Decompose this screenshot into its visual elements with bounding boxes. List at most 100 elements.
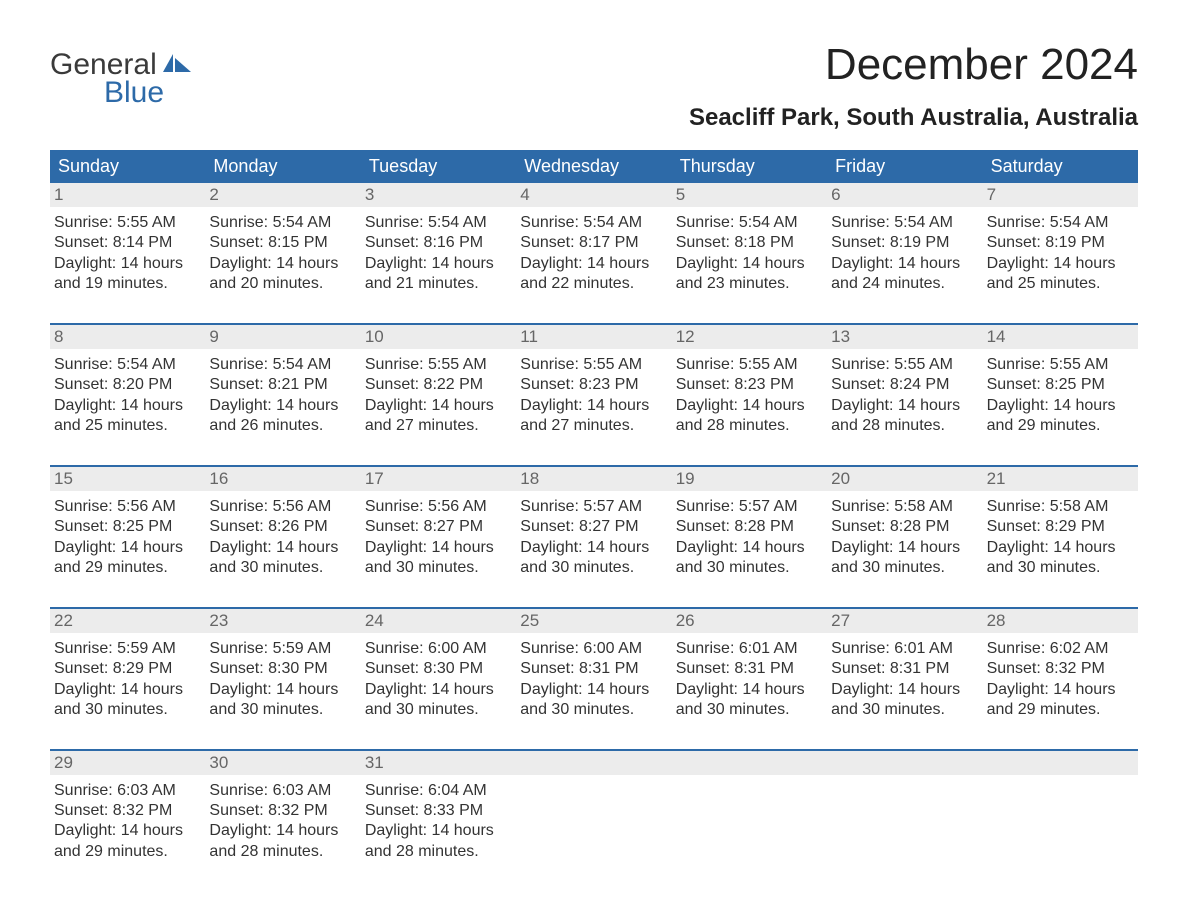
day-details: Sunrise: 6:01 AMSunset: 8:31 PMDaylight:… — [827, 633, 982, 727]
sunset-line: Sunset: 8:19 PM — [831, 233, 976, 253]
calendar-week: 22Sunrise: 5:59 AMSunset: 8:29 PMDayligh… — [50, 607, 1138, 727]
day-details: Sunrise: 5:55 AMSunset: 8:14 PMDaylight:… — [50, 207, 205, 301]
day-details: Sunrise: 5:58 AMSunset: 8:29 PMDaylight:… — [983, 491, 1138, 585]
calendar-cell: 6Sunrise: 5:54 AMSunset: 8:19 PMDaylight… — [827, 183, 982, 301]
sunset-line: Sunset: 8:16 PM — [365, 233, 510, 253]
sunset-line: Sunset: 8:31 PM — [676, 659, 821, 679]
sunrise-line: Sunrise: 6:01 AM — [676, 639, 821, 659]
day-number: 30 — [205, 751, 360, 775]
calendar-cell: 15Sunrise: 5:56 AMSunset: 8:25 PMDayligh… — [50, 467, 205, 585]
daylight-line: Daylight: 14 hours — [54, 254, 199, 274]
sunrise-line: Sunrise: 6:00 AM — [365, 639, 510, 659]
daylight-line: and 30 minutes. — [54, 700, 199, 720]
day-number: 9 — [205, 325, 360, 349]
day-number — [516, 751, 671, 775]
day-details: Sunrise: 5:54 AMSunset: 8:15 PMDaylight:… — [205, 207, 360, 301]
daylight-line: and 30 minutes. — [209, 558, 354, 578]
day-number: 5 — [672, 183, 827, 207]
day-details: Sunrise: 6:00 AMSunset: 8:31 PMDaylight:… — [516, 633, 671, 727]
sunrise-line: Sunrise: 5:54 AM — [209, 213, 354, 233]
day-details: Sunrise: 6:04 AMSunset: 8:33 PMDaylight:… — [361, 775, 516, 869]
weekday-header: Wednesday — [516, 150, 671, 183]
sunrise-line: Sunrise: 5:57 AM — [676, 497, 821, 517]
day-number: 26 — [672, 609, 827, 633]
calendar-week: 15Sunrise: 5:56 AMSunset: 8:25 PMDayligh… — [50, 465, 1138, 585]
day-details: Sunrise: 5:54 AMSunset: 8:18 PMDaylight:… — [672, 207, 827, 301]
daylight-line: and 30 minutes. — [520, 558, 665, 578]
calendar-cell: 26Sunrise: 6:01 AMSunset: 8:31 PMDayligh… — [672, 609, 827, 727]
day-details: Sunrise: 5:58 AMSunset: 8:28 PMDaylight:… — [827, 491, 982, 585]
calendar-cell: 19Sunrise: 5:57 AMSunset: 8:28 PMDayligh… — [672, 467, 827, 585]
daylight-line: and 30 minutes. — [520, 700, 665, 720]
sunrise-line: Sunrise: 5:56 AM — [365, 497, 510, 517]
calendar-cell: 10Sunrise: 5:55 AMSunset: 8:22 PMDayligh… — [361, 325, 516, 443]
calendar-cell: 8Sunrise: 5:54 AMSunset: 8:20 PMDaylight… — [50, 325, 205, 443]
sunrise-line: Sunrise: 5:58 AM — [831, 497, 976, 517]
sunset-line: Sunset: 8:32 PM — [54, 801, 199, 821]
daylight-line: and 25 minutes. — [54, 416, 199, 436]
sunset-line: Sunset: 8:31 PM — [520, 659, 665, 679]
sunset-line: Sunset: 8:32 PM — [987, 659, 1132, 679]
daylight-line: Daylight: 14 hours — [987, 680, 1132, 700]
daylight-line: Daylight: 14 hours — [831, 254, 976, 274]
calendar-cell: 22Sunrise: 5:59 AMSunset: 8:29 PMDayligh… — [50, 609, 205, 727]
daylight-line: and 28 minutes. — [831, 416, 976, 436]
sunrise-line: Sunrise: 5:55 AM — [520, 355, 665, 375]
weekday-header: Sunday — [50, 150, 205, 183]
sunset-line: Sunset: 8:27 PM — [520, 517, 665, 537]
daylight-line: Daylight: 14 hours — [987, 538, 1132, 558]
daylight-line: Daylight: 14 hours — [831, 538, 976, 558]
day-number: 20 — [827, 467, 982, 491]
sunset-line: Sunset: 8:27 PM — [365, 517, 510, 537]
daylight-line: Daylight: 14 hours — [54, 680, 199, 700]
day-details: Sunrise: 6:03 AMSunset: 8:32 PMDaylight:… — [50, 775, 205, 869]
sunrise-line: Sunrise: 6:01 AM — [831, 639, 976, 659]
calendar-cell — [672, 751, 827, 869]
day-number: 18 — [516, 467, 671, 491]
calendar-cell: 23Sunrise: 5:59 AMSunset: 8:30 PMDayligh… — [205, 609, 360, 727]
calendar-cell: 29Sunrise: 6:03 AMSunset: 8:32 PMDayligh… — [50, 751, 205, 869]
day-number: 22 — [50, 609, 205, 633]
calendar-cell — [516, 751, 671, 869]
sunrise-line: Sunrise: 5:54 AM — [54, 355, 199, 375]
daylight-line: Daylight: 14 hours — [987, 396, 1132, 416]
day-number: 6 — [827, 183, 982, 207]
day-number — [827, 751, 982, 775]
day-details: Sunrise: 5:54 AMSunset: 8:16 PMDaylight:… — [361, 207, 516, 301]
day-number: 4 — [516, 183, 671, 207]
sunset-line: Sunset: 8:26 PM — [209, 517, 354, 537]
sunset-line: Sunset: 8:30 PM — [365, 659, 510, 679]
daylight-line: and 24 minutes. — [831, 274, 976, 294]
calendar-week: 1Sunrise: 5:55 AMSunset: 8:14 PMDaylight… — [50, 183, 1138, 301]
calendar-cell: 21Sunrise: 5:58 AMSunset: 8:29 PMDayligh… — [983, 467, 1138, 585]
calendar-cell — [827, 751, 982, 869]
location-subtitle: Seacliff Park, South Australia, Australi… — [689, 104, 1138, 132]
day-number: 3 — [361, 183, 516, 207]
daylight-line: and 30 minutes. — [209, 700, 354, 720]
day-details: Sunrise: 5:55 AMSunset: 8:22 PMDaylight:… — [361, 349, 516, 443]
sunrise-line: Sunrise: 6:03 AM — [54, 781, 199, 801]
sunset-line: Sunset: 8:14 PM — [54, 233, 199, 253]
daylight-line: Daylight: 14 hours — [54, 396, 199, 416]
calendar-week: 29Sunrise: 6:03 AMSunset: 8:32 PMDayligh… — [50, 749, 1138, 869]
day-details: Sunrise: 5:55 AMSunset: 8:23 PMDaylight:… — [516, 349, 671, 443]
sunrise-line: Sunrise: 5:54 AM — [987, 213, 1132, 233]
daylight-line: Daylight: 14 hours — [365, 254, 510, 274]
sunset-line: Sunset: 8:23 PM — [520, 375, 665, 395]
sunset-line: Sunset: 8:32 PM — [209, 801, 354, 821]
day-number: 19 — [672, 467, 827, 491]
calendar-cell: 3Sunrise: 5:54 AMSunset: 8:16 PMDaylight… — [361, 183, 516, 301]
weekday-header: Monday — [205, 150, 360, 183]
daylight-line: Daylight: 14 hours — [209, 680, 354, 700]
logo: General Blue — [50, 40, 193, 110]
daylight-line: and 28 minutes. — [209, 842, 354, 862]
calendar-cell: 24Sunrise: 6:00 AMSunset: 8:30 PMDayligh… — [361, 609, 516, 727]
calendar-cell: 9Sunrise: 5:54 AMSunset: 8:21 PMDaylight… — [205, 325, 360, 443]
weekday-header-row: Sunday Monday Tuesday Wednesday Thursday… — [50, 150, 1138, 183]
sunset-line: Sunset: 8:30 PM — [209, 659, 354, 679]
sunset-line: Sunset: 8:23 PM — [676, 375, 821, 395]
month-title: December 2024 — [689, 40, 1138, 90]
sunrise-line: Sunrise: 5:56 AM — [209, 497, 354, 517]
sunrise-line: Sunrise: 5:57 AM — [520, 497, 665, 517]
day-number: 27 — [827, 609, 982, 633]
